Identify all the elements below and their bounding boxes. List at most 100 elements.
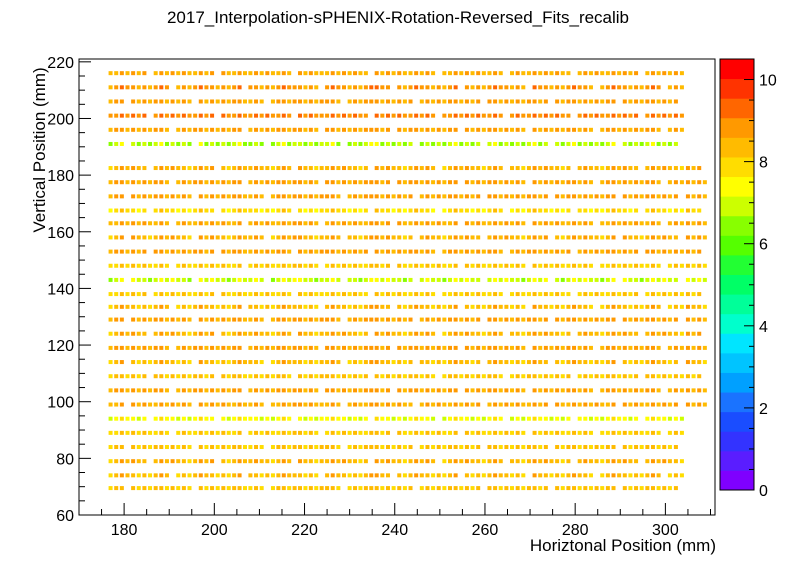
heatmap-cell bbox=[667, 473, 672, 478]
x-axis-label: Horiztonal Position (mm) bbox=[529, 536, 716, 555]
heatmap-cell bbox=[667, 388, 672, 393]
heatmap-cell bbox=[697, 263, 702, 268]
heatmap-cell bbox=[464, 85, 469, 90]
heatmap-cell bbox=[487, 388, 492, 393]
heatmap-cell bbox=[526, 486, 531, 491]
heatmap-cell bbox=[476, 235, 481, 240]
heatmap-cell bbox=[667, 85, 672, 90]
heatmap-cell bbox=[125, 71, 130, 76]
heatmap-cell bbox=[442, 71, 447, 76]
heatmap-cell bbox=[555, 473, 560, 478]
heatmap-cell bbox=[314, 249, 319, 254]
heatmap-cell bbox=[656, 416, 661, 421]
heatmap-cell bbox=[131, 402, 136, 407]
heatmap-cell bbox=[248, 221, 253, 226]
heatmap-cell bbox=[639, 360, 644, 365]
heatmap-cell bbox=[221, 263, 226, 268]
heatmap-cell bbox=[254, 317, 259, 322]
heatmap-cell bbox=[265, 374, 270, 379]
heatmap-cell bbox=[374, 416, 379, 421]
heatmap-cell bbox=[215, 430, 220, 435]
heatmap-cell bbox=[314, 99, 319, 104]
heatmap-cell bbox=[374, 360, 379, 365]
heatmap-cell bbox=[170, 292, 175, 297]
heatmap-cell bbox=[583, 360, 588, 365]
heatmap-cell bbox=[549, 166, 554, 171]
heatmap-cell bbox=[538, 416, 543, 421]
heatmap-cell bbox=[170, 445, 175, 450]
heatmap-cell bbox=[453, 235, 458, 240]
heatmap-cell bbox=[136, 459, 141, 464]
heatmap-cell bbox=[634, 360, 639, 365]
heatmap-cell bbox=[408, 459, 413, 464]
heatmap-cell bbox=[476, 360, 481, 365]
heatmap-cell bbox=[645, 221, 650, 226]
heatmap-cell bbox=[353, 473, 358, 478]
heatmap-cell bbox=[187, 388, 192, 393]
heatmap-cell bbox=[125, 304, 130, 309]
heatmap-cell bbox=[453, 331, 458, 336]
heatmap-cell bbox=[314, 331, 319, 336]
heatmap-cell bbox=[215, 388, 220, 393]
heatmap-cell bbox=[292, 85, 297, 90]
heatmap-cell bbox=[470, 360, 475, 365]
heatmap-cell bbox=[650, 127, 655, 132]
heatmap-cell bbox=[270, 166, 275, 171]
heatmap-cell bbox=[391, 71, 396, 76]
heatmap-cell bbox=[481, 304, 486, 309]
heatmap-cell bbox=[560, 388, 565, 393]
heatmap-cell bbox=[287, 292, 292, 297]
heatmap-cell bbox=[164, 221, 169, 226]
heatmap-cell bbox=[342, 263, 346, 268]
heatmap-cell bbox=[662, 360, 667, 365]
heatmap-cell bbox=[314, 166, 319, 171]
heatmap-cell bbox=[487, 486, 492, 491]
heatmap-cell bbox=[114, 194, 119, 199]
heatmap-cell bbox=[487, 445, 492, 450]
heatmap-cell bbox=[549, 430, 554, 435]
heatmap-cell bbox=[232, 166, 237, 171]
heatmap-cell bbox=[391, 416, 396, 421]
heatmap-cell bbox=[622, 85, 627, 90]
heatmap-cell bbox=[555, 85, 560, 90]
heatmap-cell bbox=[131, 430, 136, 435]
heatmap-cell bbox=[673, 459, 678, 464]
heatmap-cell bbox=[611, 127, 616, 132]
heatmap-cell bbox=[538, 374, 543, 379]
heatmap-cell bbox=[176, 360, 181, 365]
heatmap-cell bbox=[481, 113, 486, 118]
heatmap-cell bbox=[276, 277, 281, 282]
heatmap-cell bbox=[242, 374, 247, 379]
heatmap-cell bbox=[397, 360, 402, 365]
heatmap-cell bbox=[198, 345, 203, 350]
heatmap-cell bbox=[298, 208, 303, 213]
heatmap-cell bbox=[408, 304, 413, 309]
heatmap-cell bbox=[600, 304, 605, 309]
heatmap-cell bbox=[325, 473, 330, 478]
heatmap-cell bbox=[226, 388, 231, 393]
heatmap-cell bbox=[538, 166, 543, 171]
heatmap-cell bbox=[198, 99, 203, 104]
heatmap-cell bbox=[181, 166, 186, 171]
heatmap-cell bbox=[510, 317, 515, 322]
heatmap-cell bbox=[215, 473, 220, 478]
heatmap-cell bbox=[691, 194, 696, 199]
heatmap-cell bbox=[650, 374, 655, 379]
heatmap-cell bbox=[353, 345, 358, 350]
heatmap-cell bbox=[622, 292, 627, 297]
heatmap-cell bbox=[504, 430, 509, 435]
heatmap-cell bbox=[605, 459, 610, 464]
heatmap-cell bbox=[453, 416, 458, 421]
heatmap-cell bbox=[645, 249, 650, 254]
heatmap-cell bbox=[259, 416, 264, 421]
heatmap-cell bbox=[697, 166, 702, 171]
heatmap-cell bbox=[515, 235, 520, 240]
heatmap-cell bbox=[119, 304, 124, 309]
heatmap-cell bbox=[187, 445, 192, 450]
heatmap-cell bbox=[142, 430, 147, 435]
heatmap-cell bbox=[414, 459, 419, 464]
heatmap-cell bbox=[577, 208, 582, 213]
heatmap-cell bbox=[108, 331, 113, 336]
heatmap-cell bbox=[319, 71, 324, 76]
heatmap-cell bbox=[515, 85, 520, 90]
